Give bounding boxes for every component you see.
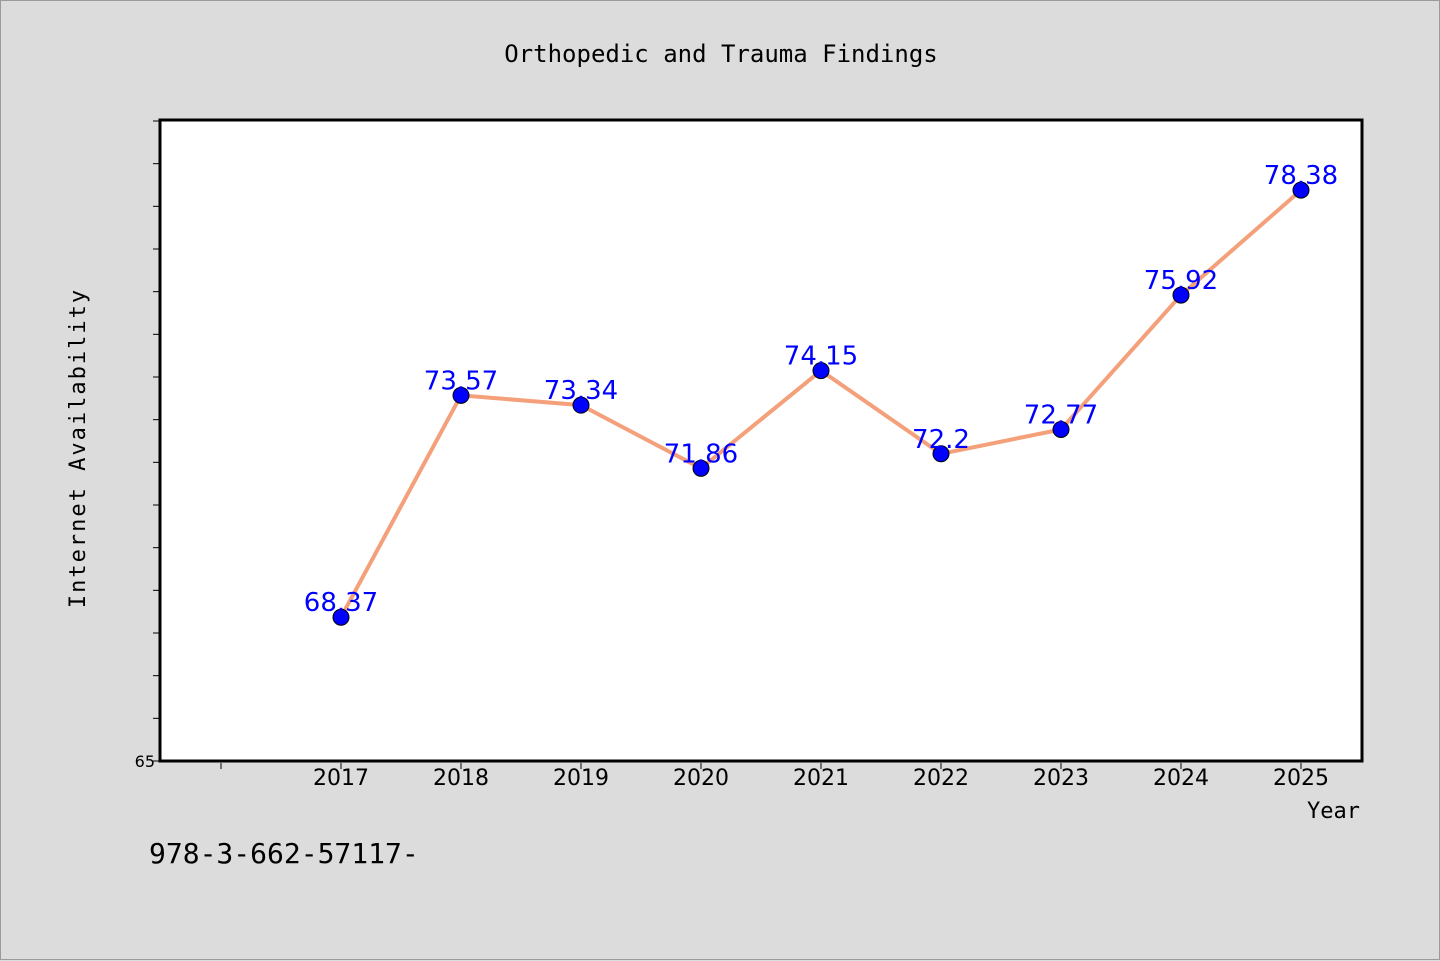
series-markers	[332, 181, 1310, 626]
data-point	[1052, 420, 1070, 438]
data-point	[1172, 286, 1190, 304]
x-tick-label: 2017	[313, 766, 369, 791]
data-point	[812, 362, 830, 380]
x-tick-label: 2021	[793, 766, 849, 791]
data-label: 68.37	[304, 588, 378, 618]
y-axis-label: Internet Availability	[66, 288, 91, 608]
x-tick-label: 2022	[913, 766, 969, 791]
x-tick-label: 2023	[1033, 766, 1089, 791]
footer-text: 978-3-662-57117-	[149, 837, 419, 870]
data-label: 72.2	[912, 425, 970, 455]
x-tick-label: 2020	[673, 766, 729, 791]
data-label: 74.15	[784, 342, 858, 372]
data-label: 75.92	[1144, 266, 1218, 296]
data-point	[692, 459, 710, 477]
x-tick-label: 2018	[433, 766, 489, 791]
data-label: 72.77	[1024, 400, 1098, 430]
data-label: 73.34	[544, 376, 618, 406]
data-point	[932, 445, 950, 463]
y-axis-ticks: 65	[135, 120, 159, 771]
plot-area	[158, 118, 1364, 763]
data-label: 78.38	[1264, 161, 1338, 191]
y-tick-label: 65	[135, 752, 155, 771]
data-point	[332, 608, 350, 626]
data-label: 73.57	[424, 366, 498, 396]
x-tick-label: 2019	[553, 766, 609, 791]
chart-title: Orthopedic and Trauma Findings	[504, 40, 937, 68]
data-point	[1292, 181, 1310, 199]
data-label: 71.86	[664, 439, 738, 469]
data-labels: 68.37 73.57 73.34 71.86 74.15 72.2 72.77 75.92 7…	[304, 161, 1338, 618]
data-point	[572, 396, 590, 414]
x-tick-label: 2025	[1273, 766, 1329, 791]
data-point	[452, 386, 470, 404]
x-tick-label: 2024	[1153, 766, 1209, 791]
x-axis-ticks: 2017 2018 2019 2020 2021 2022 2023 2024 2025	[220, 763, 1329, 791]
x-axis-label: Year	[1307, 799, 1360, 824]
